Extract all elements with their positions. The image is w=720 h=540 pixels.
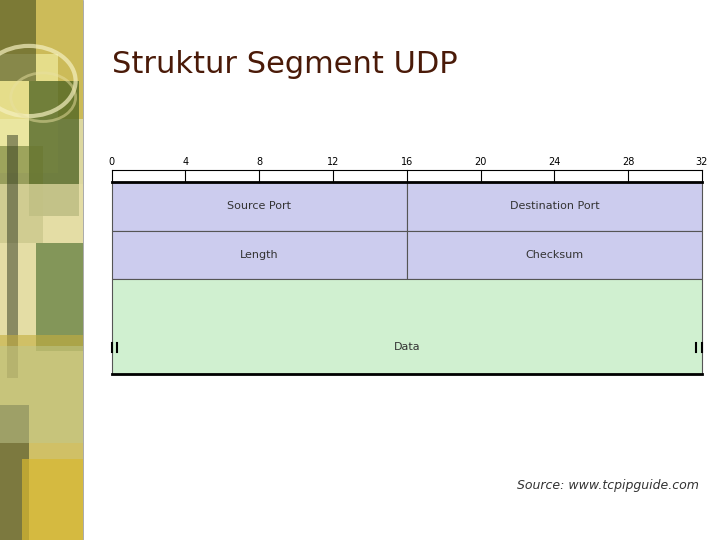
- Bar: [0, 335, 83, 540]
- Text: 20: 20: [474, 157, 487, 167]
- Bar: [0, 184, 83, 335]
- Text: 4: 4: [182, 157, 189, 167]
- Text: Length: Length: [240, 250, 279, 260]
- Bar: [112, 182, 407, 231]
- Bar: [112, 231, 407, 279]
- Bar: [0, 346, 83, 443]
- Text: Checksum: Checksum: [526, 250, 583, 260]
- Bar: [112, 279, 702, 374]
- Bar: [0, 0, 83, 540]
- Text: 24: 24: [548, 157, 561, 167]
- Text: Destination Port: Destination Port: [510, 201, 599, 211]
- Bar: [0, 0, 36, 81]
- Bar: [0, 0, 83, 119]
- Text: 8: 8: [256, 157, 262, 167]
- Text: 0: 0: [109, 157, 114, 167]
- Bar: [407, 182, 702, 231]
- Text: Struktur Segment UDP: Struktur Segment UDP: [112, 50, 457, 79]
- Bar: [0, 146, 43, 243]
- Text: The TCP/IP Guide: The TCP/IP Guide: [259, 295, 554, 324]
- Bar: [407, 231, 702, 279]
- Text: 16: 16: [400, 157, 413, 167]
- Text: Data: Data: [394, 342, 420, 352]
- Bar: [22, 459, 83, 540]
- Bar: [7, 135, 18, 378]
- Text: Source Port: Source Port: [228, 201, 291, 211]
- Bar: [36, 243, 83, 351]
- Text: Source: www.tcpipguide.com: Source: www.tcpipguide.com: [516, 480, 698, 492]
- Text: 12: 12: [327, 157, 339, 167]
- Text: 32: 32: [696, 157, 708, 167]
- Bar: [0, 405, 29, 540]
- Bar: [0, 54, 58, 173]
- Bar: [29, 81, 79, 216]
- Text: 28: 28: [622, 157, 634, 167]
